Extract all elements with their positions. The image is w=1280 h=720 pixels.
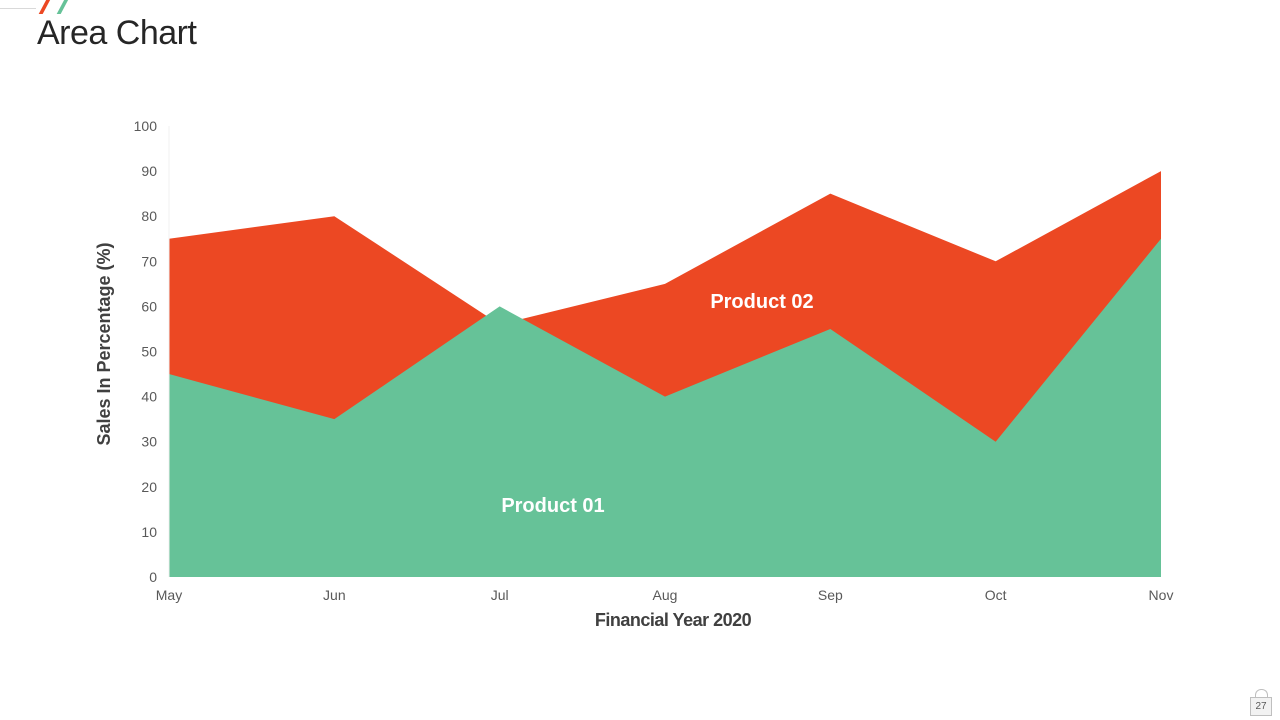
- y-tick-labels: 0 10 20 30 40 50 60 70 80 90 100: [134, 118, 158, 585]
- page-title: Area Chart: [37, 14, 197, 52]
- series-label-product-02: Product 02: [710, 291, 813, 313]
- y-tick-label: 80: [141, 208, 157, 224]
- y-tick-label: 0: [149, 569, 157, 585]
- y-tick-label: 90: [141, 163, 157, 179]
- area-series-product-01: [169, 238, 1161, 577]
- x-tick-label: May: [156, 587, 182, 603]
- lock-icon: [1255, 689, 1268, 698]
- x-tick-label: Aug: [653, 587, 678, 603]
- x-tick-labels: May Jun Jul Aug Sep Oct Nov: [156, 587, 1174, 603]
- y-tick-label: 40: [141, 389, 157, 405]
- chart-areas: [169, 171, 1161, 577]
- y-axis-title: Sales In Percentage (%): [94, 242, 114, 445]
- x-tick-label: Nov: [1149, 587, 1174, 603]
- y-tick-label: 60: [141, 298, 157, 314]
- x-tick-label: Sep: [818, 587, 843, 603]
- x-tick-label: Jul: [491, 587, 509, 603]
- series-label-product-01: Product 01: [501, 495, 604, 517]
- y-tick-label: 100: [134, 118, 158, 134]
- x-tick-label: Jun: [323, 587, 346, 603]
- y-tick-label: 30: [141, 434, 157, 450]
- page-number: 27: [1250, 697, 1272, 716]
- y-tick-label: 70: [141, 253, 157, 269]
- y-tick-label: 20: [141, 479, 157, 495]
- y-tick-label: 50: [141, 344, 157, 360]
- x-axis-title: Financial Year 2020: [595, 610, 752, 630]
- y-tick-label: 10: [141, 524, 157, 540]
- header-divider: [0, 8, 36, 9]
- x-tick-label: Oct: [985, 587, 1007, 603]
